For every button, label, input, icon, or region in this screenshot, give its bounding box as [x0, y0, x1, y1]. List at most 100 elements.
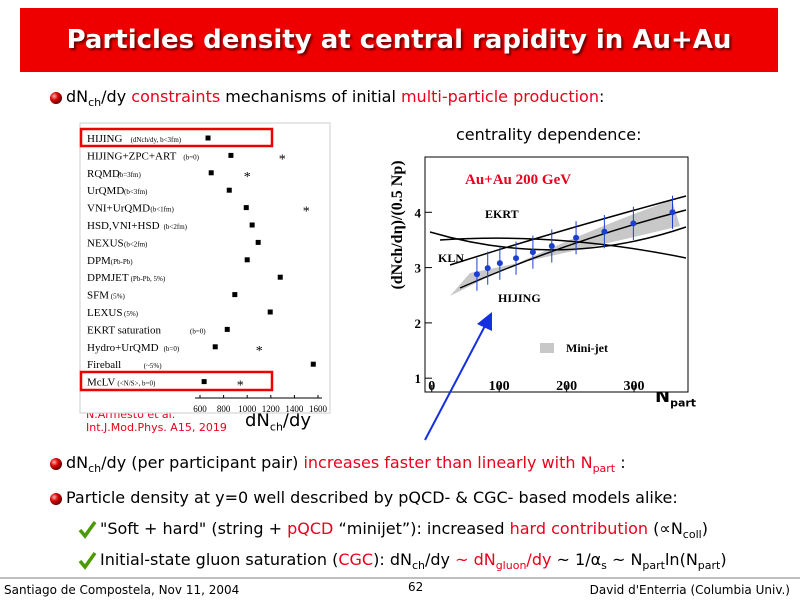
model-value	[244, 257, 250, 263]
slide-title: Particles density at central rapidity in…	[20, 8, 778, 72]
check-icon	[78, 551, 97, 570]
text-run: /dy	[282, 410, 312, 431]
citation: Int.J.Mod.Phys. A15, 2019	[86, 421, 227, 434]
text-run: dN	[66, 453, 89, 472]
bullet-icon	[50, 458, 62, 470]
text-run: s	[601, 559, 607, 573]
x-tick-label: 1600	[309, 404, 328, 414]
model-value	[226, 187, 232, 193]
text-run: part	[697, 559, 721, 573]
text-run: increases faster than linearly with N	[303, 453, 593, 472]
y-tick-label: 4	[415, 205, 422, 220]
model-note: (b<2fm)	[164, 223, 188, 231]
text-run: )	[720, 550, 727, 569]
footer-right: David d'Enterria (Columbia Univ.)	[589, 583, 790, 597]
bullet-text: dNch/dy (per participant pair) increases…	[66, 453, 626, 475]
curve-label: EKRT	[485, 207, 519, 221]
bullet-icon	[50, 92, 62, 104]
check-icon	[78, 520, 97, 539]
curve-label: Mini-jet	[566, 341, 608, 355]
model-value	[232, 292, 238, 298]
model-note: (b=3fm)	[117, 171, 141, 179]
model-note: (Pb-Pb)	[111, 258, 133, 266]
model-note: (5%)	[111, 293, 126, 301]
model-value	[267, 309, 273, 315]
model-name: UrQMD	[87, 185, 124, 197]
text-run: :	[615, 453, 626, 472]
text-run: part	[592, 462, 616, 476]
model-value	[277, 274, 283, 280]
model-note: (<N/S>, b=0)	[117, 380, 156, 388]
model-note: (~5%)	[144, 362, 162, 370]
model-value	[224, 326, 230, 332]
text-run: ~ N	[606, 550, 643, 569]
data-point	[496, 260, 503, 267]
text-run: ln(N	[664, 550, 698, 569]
model-note: (b=0)	[190, 327, 206, 335]
model-name: NEXUS	[87, 237, 124, 249]
model-value	[310, 361, 316, 367]
x-tick-label: 1000	[238, 404, 257, 414]
model-star: *	[244, 170, 251, 185]
model-name: RQMD	[87, 168, 120, 180]
text-run: part	[642, 559, 665, 573]
text-run: mechanisms of initial	[220, 87, 401, 106]
bullet-icon	[50, 493, 62, 505]
model-value	[249, 222, 255, 228]
model-name: DPM	[87, 255, 111, 267]
bullet-text: dNch/dy constraints mechanisms of initia…	[66, 87, 604, 109]
footer-left: Santiago de Compostela, Nov 11, 2004	[4, 583, 240, 597]
x-tick-label: 0	[428, 379, 435, 394]
curve-label: KLN	[438, 251, 464, 265]
sub-bullet-text: Initial-state gluon saturation (CGC): dN…	[100, 550, 727, 572]
text-run: multi-particle production	[400, 87, 599, 106]
text-run: hard contribution	[509, 519, 649, 538]
model-note: (dNch/dy, b<3fm)	[131, 136, 182, 144]
text-run: part	[670, 396, 697, 410]
ekrt-curve	[429, 226, 687, 251]
data-point	[548, 243, 555, 250]
ekrt-curve	[439, 237, 687, 259]
model-value	[228, 152, 234, 158]
model-note: (b<3fm)	[124, 188, 148, 196]
model-value	[243, 205, 249, 211]
text-run: "Soft + hard" (string +	[100, 519, 288, 538]
right-plot-frame	[424, 156, 689, 393]
text-run: /dy (per participant pair)	[101, 453, 304, 472]
model-note: (b=0)	[183, 153, 199, 161]
model-note: (b=0)	[164, 345, 180, 353]
highlight-box	[79, 127, 274, 148]
x-tick-label: 100	[489, 379, 510, 394]
x-tick-label: 1400	[285, 404, 304, 414]
y-axis-label: (dNch/dη)/(0.5 Np)	[389, 160, 406, 289]
legend-swatch	[540, 343, 554, 353]
text-run: “minijet”): increased	[333, 519, 510, 538]
model-name: VNI+UrQMD	[87, 203, 150, 215]
text-run: ch	[88, 96, 102, 110]
text-run: constraints	[131, 87, 221, 106]
data-point	[513, 255, 520, 262]
text-run: ch	[411, 559, 425, 573]
model-name: Fireball	[87, 359, 121, 371]
text-run: ): dN	[373, 550, 412, 569]
model-value	[201, 379, 207, 385]
text-run: CGC	[338, 550, 374, 569]
x-tick-label: 1200	[262, 404, 281, 414]
axis-label: dNch/dy	[245, 410, 311, 434]
model-value	[255, 239, 261, 245]
model-note: (b<2fm)	[124, 240, 148, 248]
text-run: ~ 1/α	[551, 550, 602, 569]
text-run: ch	[269, 420, 283, 434]
x-tick-label: 200	[556, 379, 577, 394]
model-name: McLV	[87, 377, 115, 389]
text-run: (∝N	[648, 519, 683, 538]
x-tick-label: 600	[193, 404, 207, 414]
text-run: /dy	[526, 550, 552, 569]
text-run: :	[598, 87, 605, 106]
mini-jet-band	[450, 200, 680, 296]
data-point	[573, 234, 580, 241]
text-run: ch	[88, 462, 102, 476]
text-run: Initial-state gluon saturation (	[100, 550, 339, 569]
arrow-head	[477, 312, 492, 331]
